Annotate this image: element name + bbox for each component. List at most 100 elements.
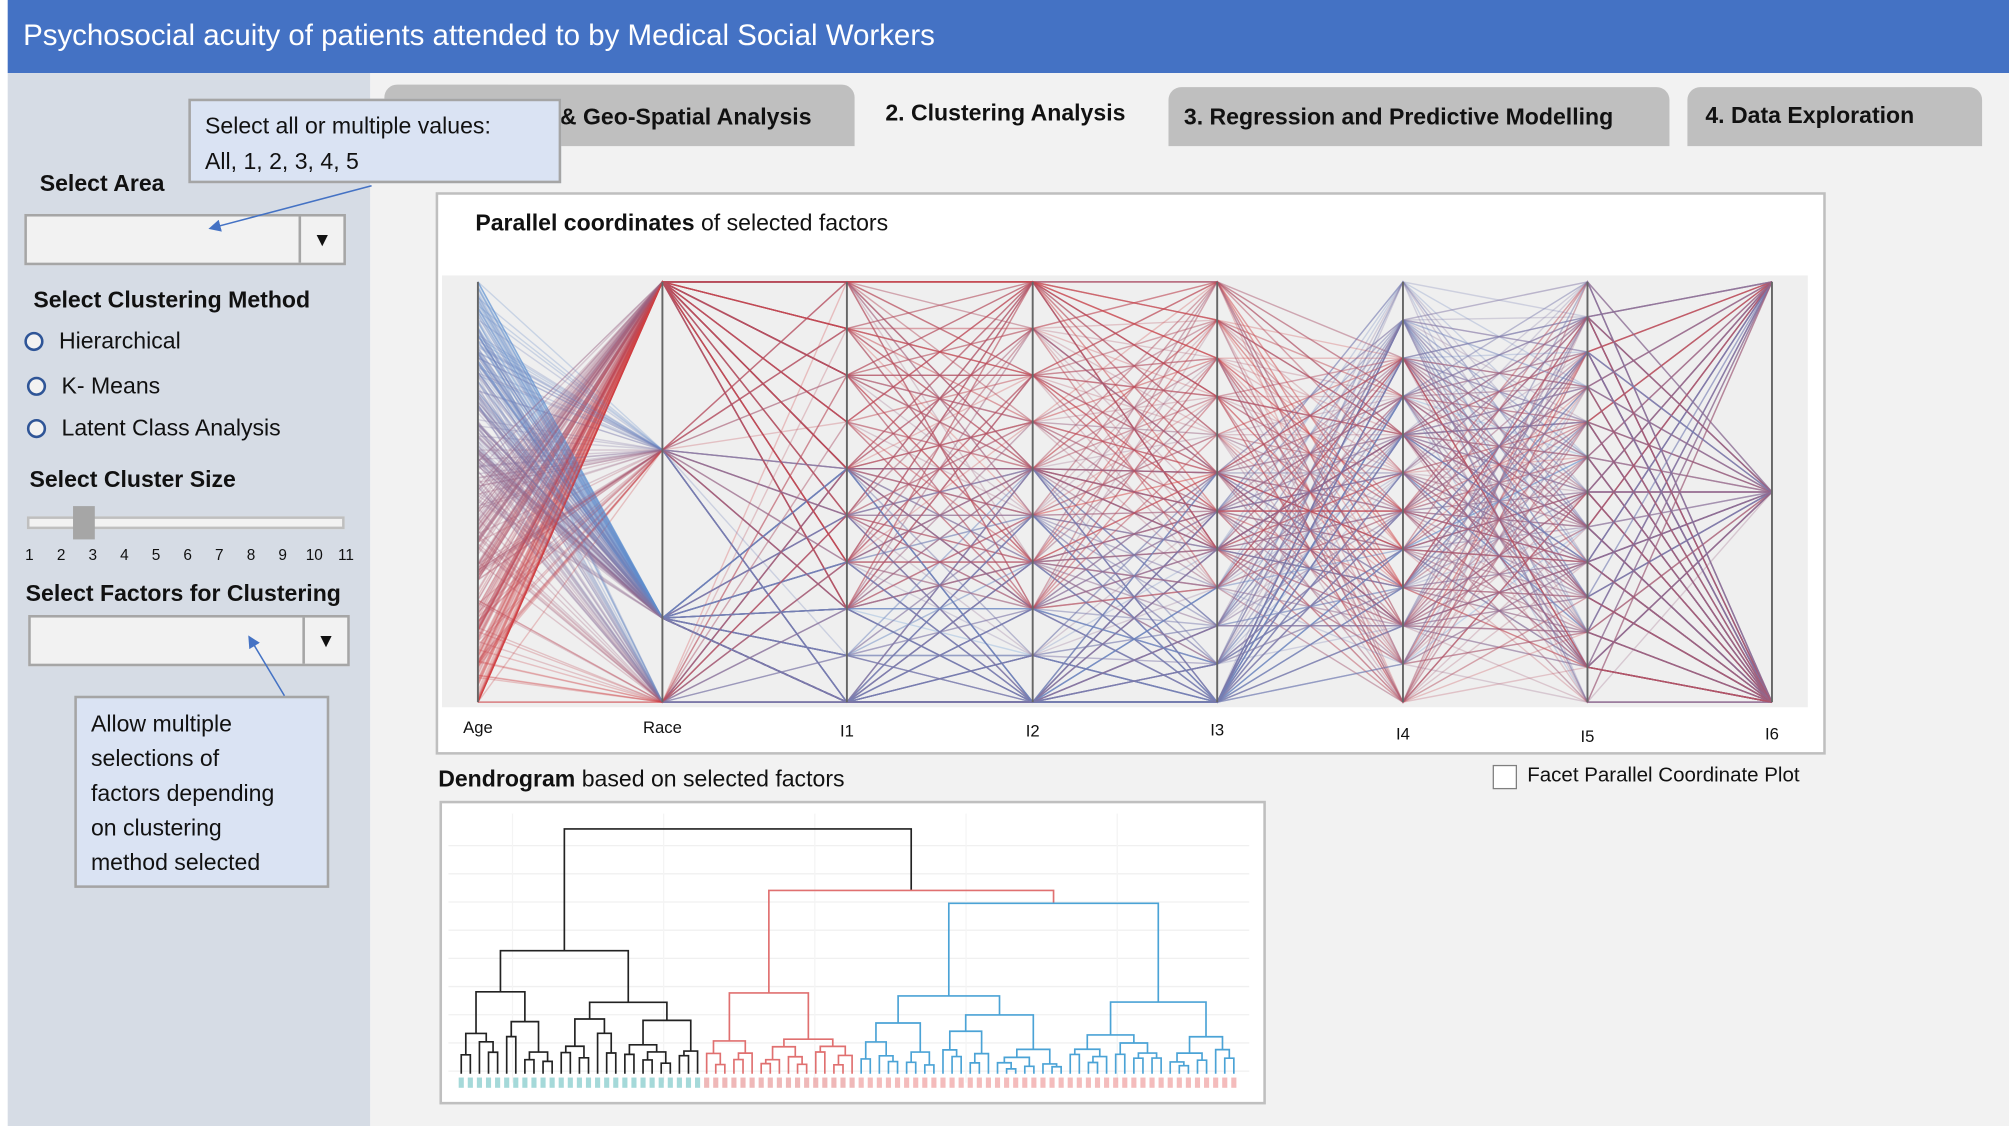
dendrogram-branch <box>1109 1001 1207 1037</box>
pc-line <box>477 280 1773 704</box>
radio-circle-icon[interactable] <box>26 376 47 396</box>
pc-line <box>477 280 1773 703</box>
pc-line <box>477 432 1773 704</box>
cluster-size-slider-track[interactable] <box>26 516 345 530</box>
slider-tick-label: 4 <box>120 545 129 564</box>
radio-circle-icon[interactable] <box>26 418 47 439</box>
dendrogram-branch <box>1087 1061 1099 1074</box>
leaf-label <box>1004 1077 1010 1088</box>
pc-line <box>477 294 1773 704</box>
cluster-size-slider-thumb[interactable] <box>73 506 95 540</box>
pc-line <box>477 472 1773 704</box>
pc-line <box>477 280 1773 703</box>
pc-line <box>477 327 1773 703</box>
leaf-label <box>1013 1077 1019 1088</box>
pc-line <box>477 281 1773 704</box>
pc-title-bold: Parallel coordinates <box>475 210 695 236</box>
pc-line <box>477 281 1773 704</box>
pc-line <box>477 312 1773 665</box>
chevron-down-icon[interactable]: ▼ <box>302 617 347 664</box>
pc-line <box>477 280 1773 551</box>
facet-checkbox[interactable] <box>1492 764 1517 790</box>
pc-line <box>477 281 1773 654</box>
pc-line <box>477 280 1773 703</box>
pc-line <box>477 281 1773 703</box>
pc-line <box>477 281 1773 619</box>
leaf-label <box>949 1077 955 1088</box>
pc-line <box>477 286 1773 703</box>
pc-line <box>477 319 1773 657</box>
pc-title: Parallel coordinates of selected factors <box>475 210 888 237</box>
leaf-label <box>976 1077 982 1088</box>
pc-line <box>477 281 1773 627</box>
leaf-label <box>1213 1077 1219 1088</box>
pc-line <box>477 280 1773 610</box>
tab-label: 2. Clustering Analysis <box>885 99 1126 126</box>
leaf-label <box>522 1077 528 1088</box>
pc-line <box>477 307 1773 704</box>
dendrogram-branch <box>897 995 1001 1023</box>
leaf-label <box>1167 1077 1173 1088</box>
pc-line <box>477 281 1773 703</box>
facet-checkbox-label[interactable]: Facet Parallel Coordinate Plot <box>1527 764 1800 787</box>
dendrogram-root <box>563 828 913 951</box>
pc-line <box>477 381 1773 703</box>
pc-line <box>477 281 1773 697</box>
pc-line <box>477 280 1773 703</box>
pc-line <box>477 280 1773 625</box>
pc-line <box>477 280 1773 703</box>
pc-line <box>477 280 1773 703</box>
pc-line <box>477 315 1773 703</box>
area-dropdown[interactable]: ▼ <box>24 213 346 266</box>
dendrogram-branch <box>905 1061 917 1074</box>
pc-axis-label: Age <box>463 717 493 737</box>
leaf-label <box>767 1077 773 1088</box>
pc-line <box>477 281 1773 703</box>
pc-line <box>477 281 1773 703</box>
pc-line <box>477 281 1773 704</box>
pc-line <box>477 357 1773 704</box>
pc-line <box>477 280 1773 703</box>
pc-line <box>477 281 1773 703</box>
pc-line <box>477 280 1773 703</box>
pc-line <box>477 357 1773 704</box>
pc-line <box>477 280 1773 703</box>
tab-clustering[interactable]: 2. Clustering Analysis <box>862 82 1159 147</box>
leaf-label <box>622 1077 628 1088</box>
pc-line <box>477 281 1773 669</box>
factors-dropdown[interactable]: ▼ <box>28 615 350 667</box>
pc-line <box>477 433 1773 704</box>
pc-line <box>477 280 1773 662</box>
radio-kmeans[interactable]: K- Means <box>26 373 160 400</box>
factors-label: Select Factors for Clustering <box>25 580 341 607</box>
pc-line <box>477 449 1773 703</box>
leaf-label <box>476 1077 482 1088</box>
dendrogram-branch <box>524 1058 535 1074</box>
leaf-label <box>513 1077 519 1088</box>
pc-line <box>477 300 1773 704</box>
pc-line <box>477 280 1773 704</box>
pc-line <box>477 281 1773 703</box>
pc-line <box>477 280 1773 551</box>
pc-line <box>477 319 1773 703</box>
dendrogram-branch <box>683 1050 699 1074</box>
pc-line <box>477 295 1773 703</box>
tab-regression[interactable]: 3. Regression and Predictive Modelling <box>1168 87 1670 147</box>
dendrogram-branch <box>942 1049 958 1074</box>
pc-line <box>477 281 1773 564</box>
leaf-label <box>822 1077 828 1088</box>
radio-hierarchical[interactable]: Hierarchical <box>24 328 181 355</box>
leaf-label <box>613 1077 619 1088</box>
radio-circle-icon[interactable] <box>24 331 44 352</box>
pc-line <box>477 281 1773 703</box>
pc-line <box>477 318 1772 703</box>
leaf-label <box>740 1077 746 1088</box>
chevron-down-icon[interactable]: ▼ <box>298 216 344 263</box>
pc-line <box>477 448 1773 703</box>
pc-line <box>477 280 1773 626</box>
radio-latent-class[interactable]: Latent Class Analysis <box>26 415 281 442</box>
tab-data-exploration[interactable]: 4. Data Exploration <box>1687 87 1983 147</box>
pc-line <box>477 280 1773 704</box>
pc-line <box>477 280 1773 703</box>
